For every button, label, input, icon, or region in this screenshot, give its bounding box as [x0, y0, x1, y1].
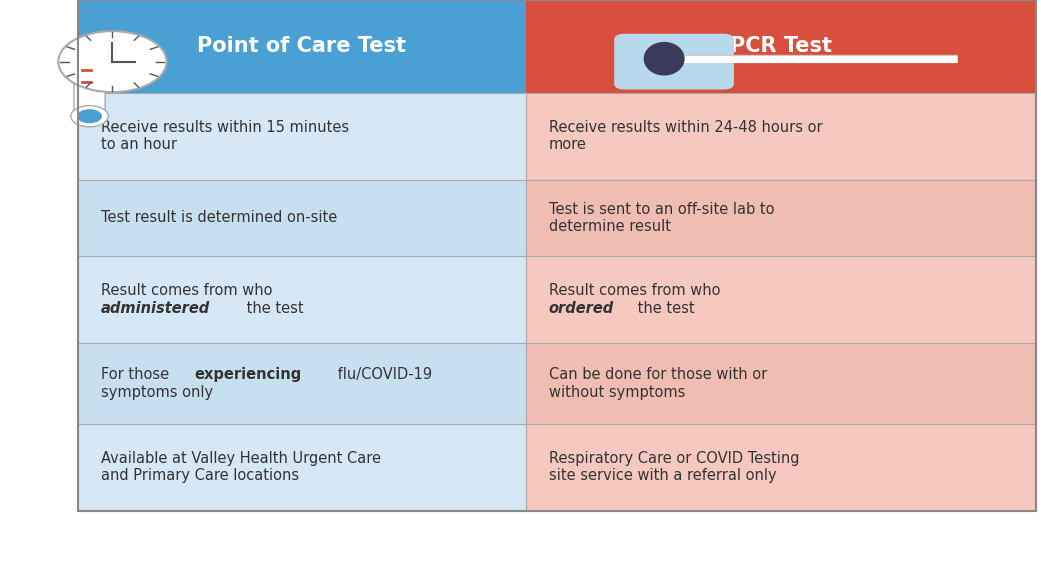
Text: For those: For those [101, 367, 174, 382]
Bar [526, 256, 1036, 343]
Bar [78, 0, 526, 93]
Text: administered: administered [101, 301, 210, 316]
Text: PCR Test: PCR Test [730, 36, 832, 56]
Bar [78, 180, 526, 256]
Text: flu/COVID-19: flu/COVID-19 [333, 367, 432, 382]
Circle shape [58, 31, 167, 92]
Text: Receive results within 15 minutes
to an hour: Receive results within 15 minutes to an … [101, 120, 349, 153]
FancyBboxPatch shape [614, 33, 734, 89]
Ellipse shape [644, 42, 684, 75]
Text: Test result is determined on-site: Test result is determined on-site [101, 210, 337, 225]
Bar [526, 180, 1036, 256]
Bar [78, 0, 1036, 511]
Text: Result comes from who: Result comes from who [549, 283, 720, 298]
Text: the test: the test [633, 301, 694, 316]
FancyBboxPatch shape [958, 43, 1008, 80]
Bar [78, 343, 526, 424]
Circle shape [71, 106, 108, 127]
Bar [78, 93, 526, 180]
Bar [526, 93, 1036, 180]
Text: ordered: ordered [549, 301, 614, 316]
Text: Point of Care Test: Point of Care Test [198, 36, 406, 56]
Text: Respiratory Care or COVID Testing
site service with a referral only: Respiratory Care or COVID Testing site s… [549, 451, 799, 484]
Text: experiencing: experiencing [195, 367, 302, 382]
Bar [526, 343, 1036, 424]
Text: Can be done for those with or
without symptoms: Can be done for those with or without sy… [549, 367, 767, 400]
Bar [78, 424, 526, 511]
Text: symptoms only: symptoms only [101, 384, 213, 400]
Circle shape [77, 109, 102, 123]
Bar [526, 424, 1036, 511]
Text: Receive results within 24-48 hours or
more: Receive results within 24-48 hours or mo… [549, 120, 822, 153]
Text: Test is sent to an off-site lab to
determine result: Test is sent to an off-site lab to deter… [549, 201, 775, 234]
FancyBboxPatch shape [74, 49, 105, 115]
Text: the test: the test [242, 301, 304, 316]
Text: Result comes from who: Result comes from who [101, 283, 273, 298]
Bar [78, 256, 526, 343]
Text: Available at Valley Health Urgent Care
and Primary Care locations: Available at Valley Health Urgent Care a… [101, 451, 381, 484]
Bar [526, 0, 1036, 93]
